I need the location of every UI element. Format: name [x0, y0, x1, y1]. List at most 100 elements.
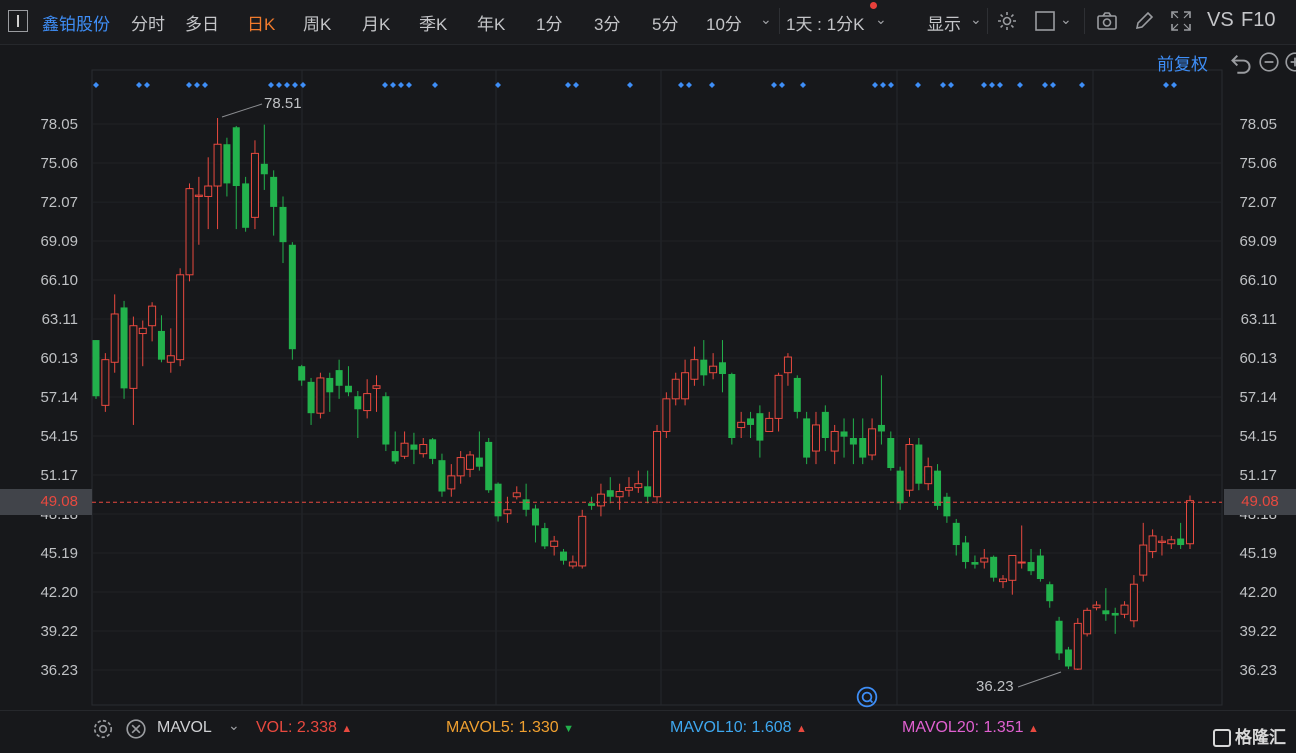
event-marker-diamond [888, 82, 894, 88]
period-select[interactable]: 1天 : 1分K [786, 15, 865, 34]
candle-body-down [1027, 562, 1035, 572]
close-icon[interactable] [125, 718, 146, 739]
candle-body-down [606, 490, 614, 497]
candle-body-up [1157, 540, 1166, 543]
more-periods-chevron-icon[interactable]: ⌄ [760, 11, 772, 27]
candle-body-down [644, 486, 652, 497]
y-tick-label-left: 39.22 [40, 623, 78, 640]
candle-body-down [943, 496, 951, 517]
event-marker-diamond [573, 82, 579, 88]
event-marker-diamond [406, 82, 412, 88]
event-marker-diamond [880, 82, 886, 88]
y-tick-label-right: 36.23 [1239, 662, 1277, 679]
candle-body-up [709, 365, 718, 374]
candle-body-down [531, 508, 539, 526]
zoom-out-icon[interactable] [1258, 51, 1279, 72]
tab-quarterly-k[interactable]: 季K [419, 15, 448, 34]
gear-icon[interactable] [996, 10, 1018, 32]
mavol20-text: MAVOL20: 1.351 [902, 719, 1024, 736]
candle-body-down [1102, 610, 1110, 615]
candle-body-down [429, 439, 437, 459]
layout-chevron-icon[interactable]: ⌄ [1060, 11, 1072, 27]
layout-square-icon[interactable] [1034, 10, 1056, 32]
candle-body-down [485, 441, 493, 491]
up-arrow-icon: ▲ [1028, 723, 1039, 735]
candle-body-down [541, 528, 549, 547]
y-tick-label-left: 54.15 [40, 428, 78, 445]
candle-body-down [279, 206, 287, 243]
sidebar-toggle-icon[interactable] [8, 10, 28, 32]
candle-body-up [1139, 544, 1148, 576]
indicator-chevron-icon[interactable]: ⌄ [228, 717, 240, 733]
candle-body-down [877, 424, 885, 432]
mavol10-text: MAVOL10: 1.608 [670, 719, 792, 736]
y-tick-label-right: 78.05 [1239, 116, 1277, 133]
display-chevron-icon[interactable]: ⌄ [970, 11, 982, 27]
candle-body-down [438, 460, 446, 492]
candle-body-up [1017, 561, 1026, 564]
candle-body-up [550, 540, 559, 547]
event-marker-diamond [186, 82, 192, 88]
candle-body-up [830, 430, 839, 452]
stock-name[interactable]: 鑫铂股份 [42, 15, 110, 34]
high-price-leader [221, 103, 263, 118]
down-arrow-icon: ▼ [563, 723, 574, 735]
period-chevron-icon[interactable]: ⌄ [875, 11, 887, 27]
event-marker-diamond [997, 82, 1003, 88]
vs-button[interactable]: VS [1207, 9, 1234, 31]
indicator-settings-gear-icon[interactable] [92, 718, 113, 739]
tab-3min[interactable]: 3分 [594, 15, 621, 34]
event-marker-diamond [194, 82, 200, 88]
candle-body-down [382, 396, 390, 445]
y-tick-label-right: 42.20 [1239, 584, 1277, 601]
divider [987, 8, 988, 34]
candle-body-up [662, 398, 671, 432]
display-menu[interactable]: 显示 [927, 15, 961, 34]
mavol5-text: MAVOL5: 1.330 [446, 719, 559, 736]
y-tick-label-right: 39.22 [1239, 623, 1277, 640]
tab-weekly-k[interactable]: 周K [303, 15, 332, 34]
tab-intraday[interactable]: 分时 [131, 15, 165, 34]
candlestick-chart[interactable]: 78.05 78.05 75.06 75.06 72.07 72.07 69.09 69.09… [0, 45, 1296, 710]
candle-body-down [934, 470, 942, 506]
event-marker-diamond [940, 82, 946, 88]
candle-body-up [868, 428, 877, 456]
event-marker-diamond [276, 82, 282, 88]
adjust-mode-label[interactable]: 前复权 [1157, 55, 1208, 74]
camera-icon[interactable] [1096, 10, 1118, 32]
tab-10min[interactable]: 10分 [706, 15, 742, 34]
current-price-tag-left: 49.08 [0, 489, 92, 515]
mavol-indicator-select[interactable]: MAVOL [157, 719, 212, 736]
candle-body-up [419, 444, 428, 455]
candle-body-down [120, 307, 128, 389]
y-tick-label-right: 69.09 [1239, 233, 1277, 250]
candle-body-up [503, 509, 512, 515]
y-tick-label-right: 60.13 [1239, 350, 1277, 367]
candle-body-down [560, 551, 568, 561]
tab-5min[interactable]: 5分 [652, 15, 679, 34]
event-marker-diamond [398, 82, 404, 88]
event-marker-diamond [93, 82, 99, 88]
fullscreen-icon[interactable] [1170, 10, 1192, 32]
tab-multi-day[interactable]: 多日 [185, 15, 219, 34]
event-marker-diamond [284, 82, 290, 88]
candle-body-up [372, 385, 381, 389]
tab-daily-k[interactable]: 日K [247, 15, 276, 34]
candle-body-down [335, 370, 343, 386]
candle-body-down [915, 444, 923, 484]
f10-button[interactable]: F10 [1241, 9, 1276, 31]
undo-icon[interactable] [1230, 52, 1251, 74]
candle-body-down [242, 183, 250, 228]
candle-body-up [998, 578, 1007, 583]
tab-monthly-k[interactable]: 月K [362, 15, 391, 34]
candle-body-up [783, 356, 792, 374]
tab-1min[interactable]: 1分 [536, 15, 563, 34]
y-tick-label-left: 42.20 [40, 584, 78, 601]
pencil-icon[interactable] [1133, 10, 1155, 32]
tab-yearly-k[interactable]: 年K [477, 15, 506, 34]
search-circle-icon[interactable] [856, 686, 878, 708]
y-tick-label-right: 75.06 [1239, 155, 1277, 172]
candle-body-up [185, 188, 194, 276]
candle-body-up [148, 305, 157, 327]
zoom-in-icon[interactable] [1284, 51, 1296, 72]
